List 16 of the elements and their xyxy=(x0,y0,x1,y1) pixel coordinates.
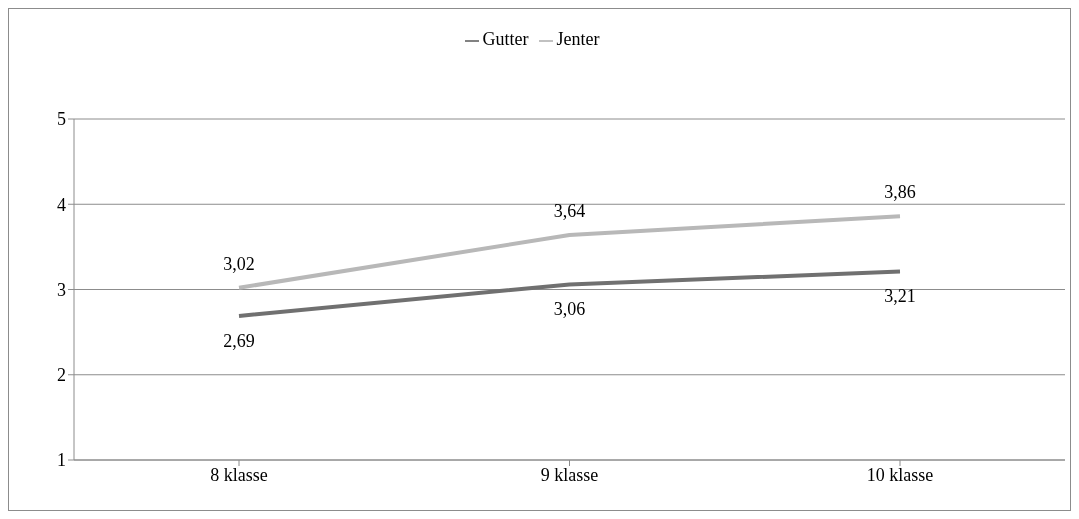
x-tick-label: 10 klasse xyxy=(866,464,934,485)
y-tick-label: 2 xyxy=(57,365,66,386)
data-label: 3,64 xyxy=(553,200,586,221)
legend-label: Gutter xyxy=(482,29,529,49)
y-tick-label: 4 xyxy=(57,194,66,215)
y-tick-label: 5 xyxy=(57,109,66,130)
y-tick-label: 3 xyxy=(57,279,66,300)
data-label: 3,02 xyxy=(223,253,255,274)
x-tick-label: 9 klasse xyxy=(540,464,599,485)
y-tick-label: 1 xyxy=(57,450,66,471)
data-label: 3,86 xyxy=(884,182,916,203)
data-label: 2,69 xyxy=(223,330,255,351)
x-tick-label: 8 klasse xyxy=(210,464,268,485)
data-label: 3,06 xyxy=(553,299,586,320)
legend-label: Jenter xyxy=(556,29,600,49)
data-label: 3,21 xyxy=(884,286,916,307)
